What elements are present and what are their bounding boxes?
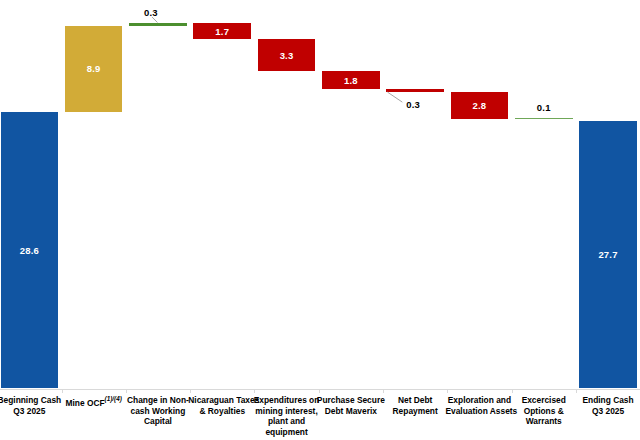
category-label-text: Nicaraguan Taxes	[188, 395, 259, 405]
axis-tick	[190, 389, 191, 393]
category-label-text: Ending Cash	[582, 395, 633, 405]
category-label-text: Excercised	[522, 395, 566, 405]
category-label-text: Repayment	[393, 406, 438, 416]
bar-value-label: 1.7	[193, 26, 251, 37]
category-label-line: cash Working	[124, 406, 192, 417]
category-label: Ending CashQ3 2025	[574, 395, 640, 416]
category-label: Change in Non-cash WorkingCapital	[124, 395, 192, 427]
category-label-line: Q3 2025	[574, 406, 640, 417]
bar-value-label: 0.1	[522, 102, 566, 113]
category-label-line: Beginning Cash	[0, 395, 63, 406]
bar-value-label: 3.3	[258, 50, 316, 61]
category-label-line: mining interest,	[253, 406, 321, 417]
bar-value-label: 0.3	[391, 99, 435, 110]
category-label-line: Excercised	[510, 395, 578, 406]
category-label-text: plant and	[268, 416, 305, 426]
bar-value-label: 27.7	[579, 249, 637, 260]
category-label-text: Expenditures on	[254, 395, 320, 405]
category-label-line: Change in Non-	[124, 395, 192, 406]
category-label-line: Options &	[510, 406, 578, 417]
category-label-line: Q3 2025	[0, 406, 63, 417]
category-label-line: plant and	[253, 416, 321, 427]
axis-tick	[383, 389, 384, 393]
category-label-line: Evaluation Assets	[445, 406, 513, 417]
category-label-line: Ending Cash	[574, 395, 640, 406]
axis-tick	[447, 389, 448, 393]
category-label-line: Expenditures on	[253, 395, 321, 406]
category-label-text: Warrants	[526, 416, 562, 426]
category-label: Expenditures onmining interest,plant and…	[253, 395, 321, 437]
axis-tick	[62, 389, 63, 393]
bar-value-label: 0.3	[129, 7, 173, 18]
axis-tick	[254, 389, 255, 393]
category-label-text: Evaluation Assets	[445, 406, 517, 416]
category-label-text: Debt Maverix	[325, 406, 377, 416]
category-label-line: Exploration and	[445, 395, 513, 406]
category-label-text: Capital	[144, 416, 172, 426]
category-label: Net DebtRepayment	[381, 395, 449, 416]
category-label-text: cash Working	[131, 406, 186, 416]
bar-value-label: 8.9	[65, 63, 123, 74]
waterfall-bar	[386, 89, 444, 92]
x-axis-line	[0, 389, 640, 390]
category-label: Purchase SecureDebt Maverix	[317, 395, 385, 416]
axis-tick	[126, 389, 127, 393]
category-label: Beginning CashQ3 2025	[0, 395, 63, 416]
category-label-line: Debt Maverix	[317, 406, 385, 417]
waterfall-bar	[515, 118, 573, 119]
category-label-text: Net Debt	[398, 395, 432, 405]
category-label-line: Repayment	[381, 406, 449, 417]
category-label-text: mining interest,	[255, 406, 317, 416]
category-label-text: equipment	[265, 427, 307, 437]
bar-value-label: 2.8	[451, 100, 509, 111]
category-label-line: & Royalties	[188, 406, 256, 417]
category-label-text: Q3 2025	[13, 406, 45, 416]
category-label-line: Nicaraguan Taxes	[188, 395, 256, 406]
waterfall-chart: 28.6Beginning CashQ3 20258.9Mine OCF(1)/…	[0, 0, 640, 440]
axis-tick	[319, 389, 320, 393]
category-label-text: Exploration and	[448, 395, 511, 405]
category-label: ExcercisedOptions &Warrants	[510, 395, 578, 427]
category-label-line: Purchase Secure	[317, 395, 385, 406]
category-label: Nicaraguan Taxes& Royalties	[188, 395, 256, 416]
category-label-superscript: (1)/(4)	[105, 395, 122, 402]
plot-area: 28.6Beginning CashQ3 20258.9Mine OCF(1)/…	[0, 0, 640, 440]
category-label-text: Options &	[524, 406, 564, 416]
category-label-line: Net Debt	[381, 395, 449, 406]
category-label-text: Q3 2025	[592, 406, 624, 416]
category-label-text: Change in Non-	[127, 395, 189, 405]
axis-tick	[576, 389, 577, 393]
category-label: Exploration andEvaluation Assets	[445, 395, 513, 416]
bar-value-label: 28.6	[1, 245, 59, 256]
category-label: Mine OCF(1)/(4)	[60, 395, 128, 408]
category-label-line: Mine OCF(1)/(4)	[60, 395, 128, 408]
bar-value-label: 1.8	[322, 75, 380, 86]
category-label-line: Capital	[124, 416, 192, 427]
category-label-line: Warrants	[510, 416, 578, 427]
category-label-text: Beginning Cash	[0, 395, 61, 405]
category-label-text: Mine OCF	[66, 398, 105, 408]
category-label-text: Purchase Secure	[317, 395, 385, 405]
axis-tick	[512, 389, 513, 393]
category-label-line: equipment	[253, 427, 321, 438]
waterfall-bar	[129, 23, 187, 26]
category-label-text: & Royalties	[199, 406, 245, 416]
